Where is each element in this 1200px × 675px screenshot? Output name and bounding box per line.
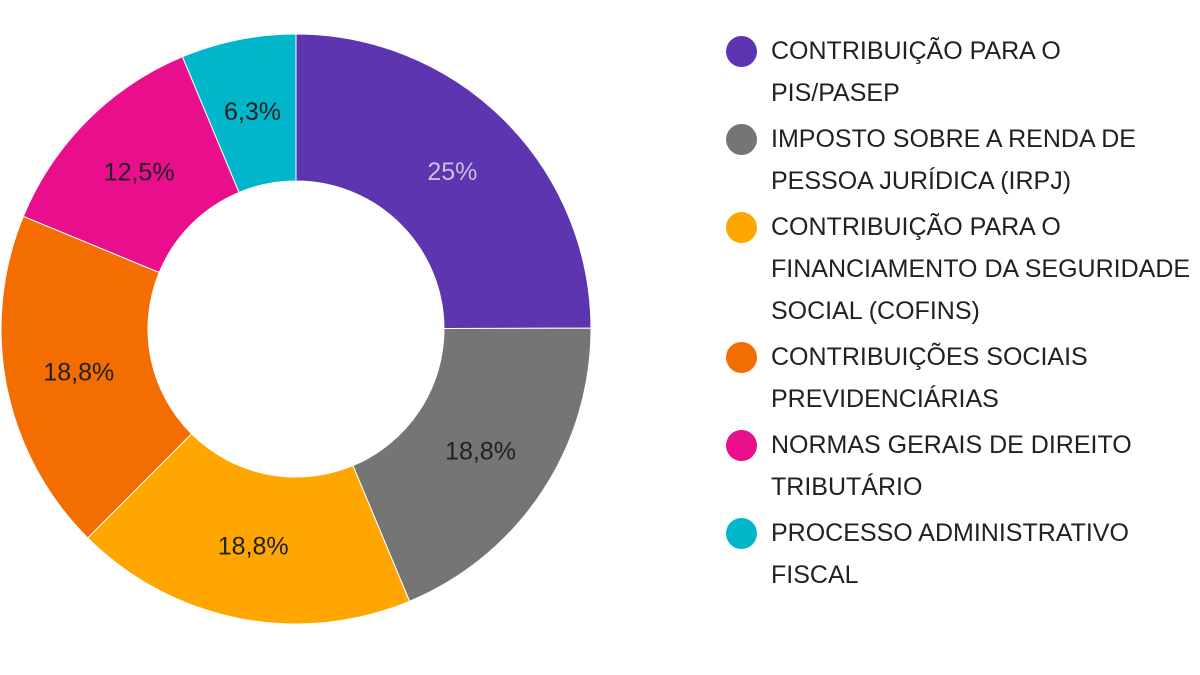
- slice-label-2: 18,8%: [445, 438, 516, 466]
- legend-label-6: PROCESSO ADMINISTRATIVO FISCAL: [771, 519, 1129, 589]
- legend-item-4: CONTRIBUIÇÕES SOCIAIS PREVIDENCIÁRIAS: [726, 336, 1196, 420]
- legend-swatch-5: [726, 430, 757, 461]
- donut-chart: 25% 18,8% 18,8% 18,8% 12,5% 6,3%: [0, 33, 592, 625]
- legend-swatch-1: [726, 36, 757, 67]
- legend-item-2: IMPOSTO SOBRE A RENDA DE PESSOA JURÍDICA…: [726, 118, 1196, 202]
- legend-swatch-4: [726, 342, 757, 373]
- legend-swatch-6: [726, 518, 757, 549]
- donut-slice-6: [181, 33, 297, 194]
- slice-label-6: 6,3%: [224, 98, 281, 126]
- legend-item-1: CONTRIBUIÇÃO PARA O PIS/PASEP: [726, 30, 1196, 114]
- donut-slice-5: [22, 56, 240, 274]
- donut-slice-1: [295, 33, 592, 330]
- legend-swatch-2: [726, 124, 757, 155]
- slice-label-1: 25%: [427, 158, 477, 186]
- slice-label-3: 18,8%: [218, 532, 289, 560]
- donut-slice-2: [352, 327, 592, 602]
- legend-item-3: CONTRIBUIÇÃO PARA O FINANCIAMENTO DA SEG…: [726, 206, 1196, 332]
- slice-label-4: 18,8%: [43, 358, 114, 386]
- legend-item-6: PROCESSO ADMINISTRATIVO FISCAL: [726, 512, 1196, 596]
- chart-legend: CONTRIBUIÇÃO PARA O PIS/PASEP IMPOSTO SOB…: [726, 30, 1196, 600]
- slice-label-5: 12,5%: [104, 159, 175, 187]
- legend-label-1: CONTRIBUIÇÃO PARA O PIS/PASEP: [771, 37, 1061, 107]
- donut-slice-4: [0, 215, 193, 539]
- legend-label-2: IMPOSTO SOBRE A RENDA DE PESSOA JURÍDICA…: [771, 125, 1136, 195]
- donut-slice-3: [87, 433, 411, 625]
- legend-label-5: NORMAS GERAIS DE DIREITO TRIBUTÁRIO: [771, 431, 1132, 501]
- legend-item-5: NORMAS GERAIS DE DIREITO TRIBUTÁRIO: [726, 424, 1196, 508]
- legend-swatch-3: [726, 212, 757, 243]
- legend-label-3: CONTRIBUIÇÃO PARA O FINANCIAMENTO DA SEG…: [771, 213, 1191, 325]
- legend-label-4: CONTRIBUIÇÕES SOCIAIS PREVIDENCIÁRIAS: [771, 343, 1088, 413]
